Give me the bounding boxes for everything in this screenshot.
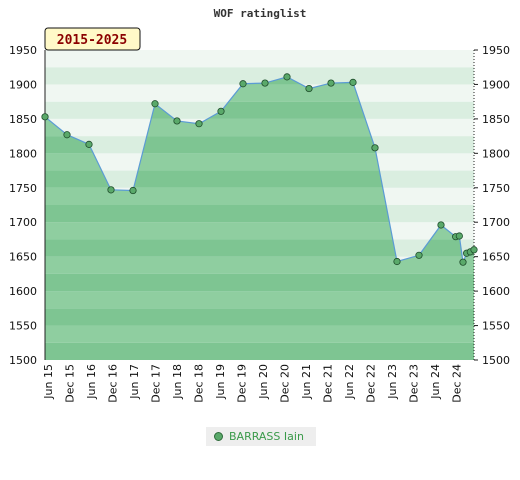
band-dark (45, 187, 474, 205)
y-tick-label-right: 1700 (482, 216, 510, 229)
y-tick-label-left: 1750 (9, 182, 37, 195)
y-tick-label-right: 1950 (482, 44, 510, 57)
x-tick-label: Dec 19 (236, 364, 249, 403)
y-tick-label-right: 1800 (482, 147, 510, 160)
x-tick-label: Jun 15 (42, 364, 55, 400)
data-point (107, 186, 115, 194)
x-axis: Jun 15 Dec 15 Jun 16 Dec 16 Jun 17 Dec 17 Jun … (42, 364, 464, 403)
band-dark (45, 256, 474, 274)
range-label: 2015-2025 (57, 33, 127, 48)
data-point (239, 80, 247, 88)
x-tick-label: Dec 21 (322, 364, 335, 403)
band-dark (45, 342, 474, 360)
band-dark (45, 325, 474, 343)
y-tick-label-right: 1900 (482, 78, 510, 91)
data-point (393, 257, 401, 266)
data-point (63, 131, 71, 139)
y-tick-label-right: 1600 (482, 285, 510, 298)
band-dark (45, 222, 474, 240)
y-tick-label-left: 1850 (9, 113, 37, 126)
data-point (41, 113, 49, 121)
band-dark (45, 273, 474, 292)
y-tick-label-right: 1850 (482, 113, 510, 126)
data-point (129, 186, 137, 195)
y-axis-right: 1500 1550 1600 1650 1700 1750 1800 1850 1900 1950 (473, 44, 510, 367)
y-tick-label-right: 1500 (482, 354, 510, 367)
legend: BARRASS Iain (206, 427, 316, 446)
band-dark (45, 136, 474, 154)
y-tick-label-left: 1700 (9, 216, 37, 229)
data-point (217, 107, 225, 115)
x-tick-label: Dec 18 (193, 364, 206, 403)
band-dark (45, 291, 474, 309)
data-point (151, 100, 159, 108)
chart-title: WOF ratinglist (214, 7, 307, 20)
data-point (195, 120, 203, 128)
y-tick-label-left: 1950 (9, 44, 37, 57)
x-tick-label: Dec 15 (64, 364, 77, 403)
data-points (41, 73, 478, 266)
y-tick-label-left: 1500 (9, 354, 37, 367)
band-light (45, 50, 474, 68)
data-point (437, 221, 445, 229)
band-dark (45, 205, 474, 223)
band-dark (45, 308, 474, 326)
y-tick-label-right: 1650 (482, 251, 510, 264)
data-point (327, 79, 335, 87)
band-light (45, 67, 474, 85)
data-point (349, 78, 357, 86)
x-tick-label: Dec 16 (107, 364, 120, 403)
x-tick-label: Jun 20 (257, 364, 270, 400)
x-tick-label: Jun 23 (386, 364, 399, 400)
data-point (459, 258, 467, 266)
x-tick-label: Dec 24 (451, 364, 464, 403)
data-point (173, 117, 181, 125)
x-tick-label: Dec 23 (408, 364, 421, 403)
y-tick-label-left: 1600 (9, 285, 37, 298)
range-badge: 2015-2025 (44, 27, 141, 51)
legend-marker-icon (214, 432, 223, 441)
y-tick-label-left: 1800 (9, 147, 37, 160)
y-tick-label-left: 1900 (9, 78, 37, 91)
x-tick-label: Dec 22 (365, 364, 378, 403)
x-tick-label: Dec 20 (279, 364, 292, 403)
data-point (470, 246, 478, 254)
data-point (415, 251, 423, 259)
x-tick-label: Dec 17 (150, 364, 163, 403)
band-dark (45, 170, 474, 188)
data-point (85, 140, 93, 148)
band-dark (45, 153, 474, 171)
x-tick-label: Jun 21 (300, 364, 313, 400)
x-tick-label: Jun 22 (343, 364, 356, 400)
data-point (261, 79, 269, 87)
x-tick-label: Jun 17 (128, 364, 141, 400)
y-tick-label-right: 1750 (482, 182, 510, 195)
data-point (305, 84, 313, 93)
y-axis-left: 1500 1550 1600 1650 1700 1750 1800 1850 1900 1950 (9, 44, 46, 367)
data-point (371, 144, 379, 152)
x-tick-label: Jun 19 (214, 364, 227, 400)
band-dark (45, 239, 474, 257)
x-tick-label: Jun 16 (85, 364, 98, 400)
data-point (455, 232, 463, 240)
data-point (283, 73, 291, 81)
x-tick-label: Jun 18 (171, 364, 184, 400)
y-tick-label-left: 1550 (9, 320, 37, 333)
x-tick-label: Jun 24 (429, 364, 442, 400)
y-tick-label-right: 1550 (482, 320, 510, 333)
legend-label: BARRASS Iain (229, 430, 304, 443)
y-tick-label-left: 1650 (9, 251, 37, 264)
